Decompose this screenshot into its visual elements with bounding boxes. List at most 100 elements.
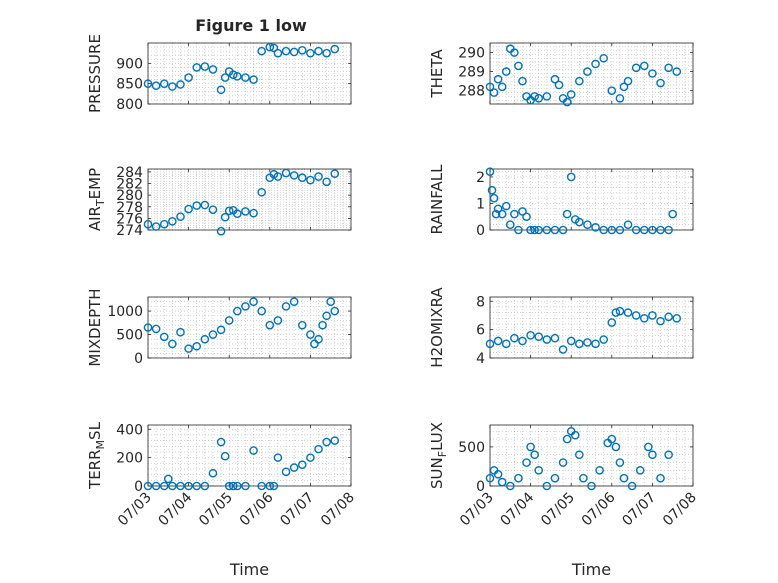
y-tick-label: 0 <box>476 223 485 239</box>
data-point <box>550 333 560 343</box>
data-point <box>599 335 608 344</box>
data-point <box>591 339 600 349</box>
data-point <box>619 473 629 483</box>
y-axis-label: TERRMSL <box>86 421 107 490</box>
data-point <box>216 226 226 236</box>
data-point <box>579 473 588 483</box>
data-point <box>558 458 568 467</box>
data-point <box>159 79 169 88</box>
data-point <box>228 70 238 80</box>
data-point <box>265 320 275 330</box>
y-tick-label: 200 <box>116 451 143 467</box>
data-point <box>534 332 544 342</box>
data-point <box>233 306 242 316</box>
data-point <box>143 481 153 491</box>
data-point <box>583 338 592 347</box>
data-point <box>631 311 641 320</box>
data-point <box>281 46 291 56</box>
data-point <box>664 63 673 73</box>
data-point <box>487 185 497 195</box>
data-point <box>168 82 177 91</box>
axes-box <box>489 42 694 105</box>
data-point <box>542 481 552 491</box>
data-point <box>220 451 230 461</box>
y-axis-label-rest: LUX <box>428 422 446 451</box>
y-tick-label: 8 <box>476 294 485 310</box>
plot-area <box>148 43 351 104</box>
y-tick-label: 288 <box>458 84 485 100</box>
data-point <box>530 92 539 101</box>
data-point <box>318 320 327 330</box>
y-tick-label: 500 <box>458 440 485 456</box>
subplot-4: 0 1 2 RAINFALL <box>428 164 694 239</box>
y-axis-label-sub: M <box>94 440 107 450</box>
data-point <box>583 67 592 76</box>
data-point <box>151 81 161 90</box>
data-point <box>562 97 572 107</box>
data-point <box>216 85 226 95</box>
x-tick-label: 07/07 <box>277 490 317 530</box>
plot-area <box>490 169 693 230</box>
subplot-8: 0 500 07/03 07/04 07/05 07/06 07/07 07/08 SUNFLU… <box>428 422 700 579</box>
data-point <box>599 53 608 63</box>
data-point <box>485 167 495 176</box>
y-tick-label: 289 <box>458 65 485 81</box>
x-tick-label: 07/08 <box>318 490 358 530</box>
y-axis-label: H2OMIXRA <box>428 287 446 368</box>
data-point <box>615 225 625 235</box>
data-point <box>192 201 202 210</box>
data-point <box>151 324 161 334</box>
data-point <box>168 481 177 491</box>
data-point <box>216 325 226 335</box>
y-tick-label: 274 <box>116 223 143 239</box>
data-point <box>314 172 323 181</box>
data-point <box>489 193 499 203</box>
y-tick-label: 800 <box>116 97 143 113</box>
data-point <box>631 63 641 73</box>
data-point <box>192 341 202 351</box>
data-point <box>489 88 499 97</box>
data-point <box>648 69 657 78</box>
x-tick-label: 07/03 <box>457 490 497 530</box>
data-point <box>530 225 539 235</box>
data-point <box>595 466 604 475</box>
data-point <box>322 48 331 58</box>
data-point <box>163 474 173 484</box>
series-points <box>485 426 673 491</box>
plot-area <box>490 425 693 486</box>
y-tick-label: 290 <box>458 46 485 62</box>
data-point <box>330 44 340 54</box>
data-point <box>143 219 153 229</box>
data-point <box>575 339 584 349</box>
data-point <box>615 458 625 467</box>
data-point <box>249 446 258 455</box>
data-point <box>534 466 544 475</box>
x-tick-label: 07/06 <box>579 489 619 529</box>
y-axis-label: SUNFLUX <box>428 422 449 489</box>
y-axis-label: AIRTEMP <box>86 168 107 231</box>
data-point <box>518 336 527 346</box>
data-point <box>514 225 523 235</box>
data-point <box>615 306 625 316</box>
data-point <box>273 316 283 325</box>
data-point <box>591 59 600 69</box>
figure-title: Figure 1 low <box>195 16 307 35</box>
data-point <box>542 335 552 344</box>
data-point <box>306 330 315 339</box>
data-point <box>672 67 682 76</box>
data-point <box>208 468 218 478</box>
data-point <box>518 207 527 216</box>
data-point <box>648 450 657 460</box>
x-tick-label: 07/07 <box>619 490 659 530</box>
data-point <box>200 200 210 210</box>
data-point <box>241 73 250 82</box>
y-tick-label: 276 <box>116 211 143 227</box>
data-point <box>241 302 250 311</box>
data-point <box>575 76 584 86</box>
data-point <box>575 217 584 227</box>
data-point <box>273 48 283 58</box>
data-point <box>485 82 495 92</box>
data-point <box>168 339 177 349</box>
data-point <box>562 209 572 219</box>
data-point <box>233 209 242 219</box>
